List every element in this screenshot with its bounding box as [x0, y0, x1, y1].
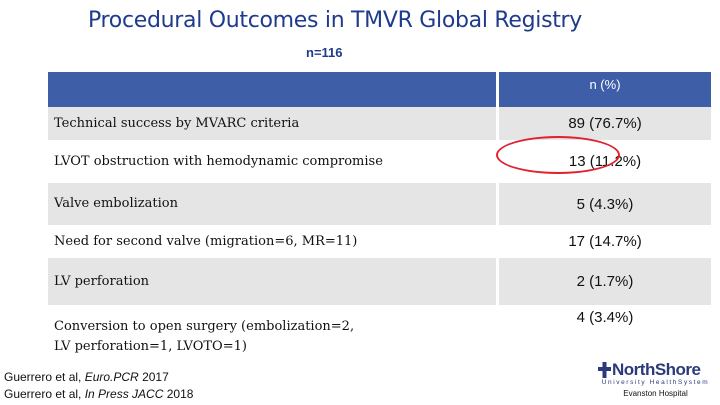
row-value: 2 (1.7%) — [576, 273, 634, 290]
row-value: 17 (14.7%) — [568, 233, 642, 250]
row-label: LV perforation — [54, 273, 150, 289]
table-row: Need for second valve (migration=6, MR=1… — [48, 225, 711, 258]
header-label-cell — [48, 72, 496, 107]
row-label-line: Conversion to open surgery (embolization… — [54, 319, 355, 334]
table-row: Technical success by MVARC criteria 89 (… — [48, 107, 711, 140]
northshore-logo: NorthShore University HealthSystem Evans… — [598, 360, 713, 400]
row-label: Technical success by MVARC criteria — [54, 115, 300, 131]
header-value-cell: n (%) — [499, 72, 711, 107]
cross-icon — [598, 362, 611, 378]
logo-tagline: University HealthSystem — [601, 379, 710, 386]
reference-line: Guerrero et al, Euro.PCR 2017 — [4, 370, 169, 384]
hospital-name: Evanston Hospital — [623, 389, 688, 398]
reference-line: Guerrero et al, In Press JACC 2018 — [4, 387, 194, 401]
row-label: Need for second valve (migration=6, MR=1… — [54, 233, 358, 249]
logo-name: NorthShore — [612, 360, 701, 379]
row-label: LVOT obstruction with hemodynamic compro… — [54, 153, 383, 169]
sample-size: n=116 — [306, 45, 343, 60]
row-value: 5 (4.3%) — [576, 195, 634, 213]
row-label: Conversion to open surgery (embolization… — [48, 305, 496, 369]
references: Guerrero et al, Euro.PCR 2017 Guerrero e… — [4, 369, 193, 403]
table-row: Valve embolization 5 (4.3%) — [48, 183, 711, 225]
table-row: Conversion to open surgery (embolization… — [48, 305, 711, 369]
highlight-oval — [496, 136, 620, 174]
outcomes-table: n (%) Technical success by MVARC criteri… — [48, 72, 711, 369]
row-value: 4 (3.4%) — [576, 309, 634, 326]
row-label-line: LV perforation=1, LVOTO=1) — [54, 339, 247, 354]
table-row: LV perforation 2 (1.7%) — [48, 258, 711, 305]
table-header: n (%) — [48, 72, 711, 107]
page-title: Procedural Outcomes in TMVR Global Regis… — [87, 8, 583, 33]
row-value: 89 (76.7%) — [568, 115, 642, 132]
row-label: Valve embolization — [54, 196, 178, 211]
